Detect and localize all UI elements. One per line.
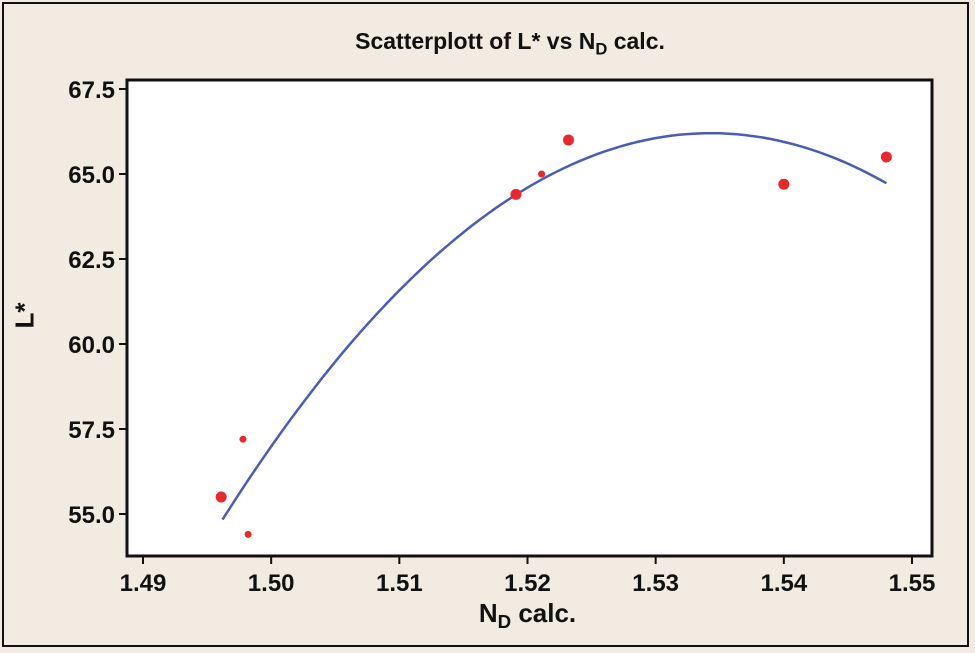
- chart-title: Scatterplott of L* vs ND calc.: [355, 28, 665, 59]
- data-point: [510, 188, 522, 200]
- x-tick-label: 1.49: [120, 570, 167, 597]
- x-tick-label: 1.55: [889, 570, 936, 597]
- y-tick-label: 65.0: [68, 162, 115, 189]
- y-axis-label: L*: [9, 302, 40, 329]
- data-point: [244, 530, 252, 538]
- data-point: [215, 491, 227, 503]
- data-point: [778, 178, 790, 190]
- plot-area: [125, 78, 934, 558]
- data-point: [239, 435, 247, 443]
- fit-curve: [221, 131, 888, 521]
- y-tick-label: 55.0: [68, 502, 115, 529]
- data-point: [538, 170, 546, 178]
- x-tick-label: 1.50: [248, 570, 295, 597]
- x-tick-label: 1.51: [376, 570, 423, 597]
- chart-frame: [2, 2, 969, 647]
- x-axis-label: ND calc.: [478, 598, 577, 633]
- y-tick-label: 57.5: [68, 417, 115, 444]
- y-tick-label: 62.5: [68, 247, 115, 274]
- y-tick-label: 67.5: [68, 77, 115, 104]
- data-point: [880, 151, 892, 163]
- y-tick-label: 60.0: [68, 332, 115, 359]
- x-tick-label: 1.52: [504, 570, 551, 597]
- data-point: [563, 134, 575, 146]
- x-tick-label: 1.54: [760, 570, 807, 597]
- x-tick-label: 1.53: [632, 570, 679, 597]
